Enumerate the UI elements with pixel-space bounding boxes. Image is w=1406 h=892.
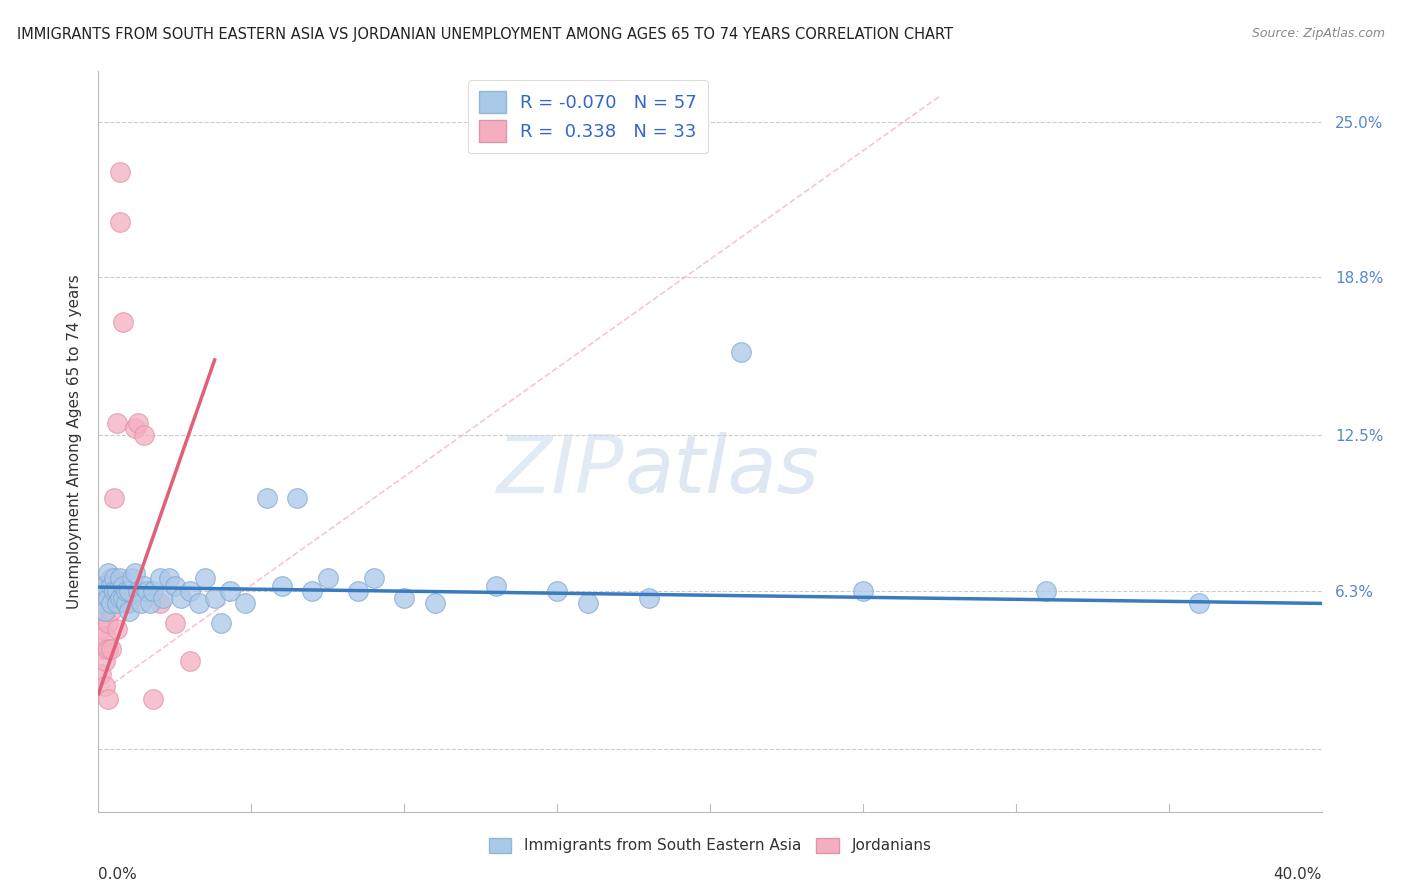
- Text: 40.0%: 40.0%: [1274, 867, 1322, 882]
- Point: [115, 583, 138, 598]
- Text: ZIP: ZIP: [498, 432, 624, 510]
- Point: [97, 616, 120, 631]
- Legend: Immigrants from South Eastern Asia, Jordanians: Immigrants from South Eastern Asia, Jord…: [482, 831, 938, 860]
- Point: [485, 579, 508, 593]
- Point: [90, 622, 112, 636]
- Point: [316, 571, 339, 585]
- Point: [152, 591, 174, 606]
- Text: 0.0%: 0.0%: [98, 867, 138, 882]
- Point: [576, 596, 599, 610]
- Point: [97, 591, 120, 606]
- Point: [163, 579, 186, 593]
- Point: [103, 491, 125, 505]
- Point: [149, 571, 172, 585]
- Text: atlas: atlas: [624, 432, 820, 510]
- Point: [194, 571, 217, 585]
- Point: [136, 583, 159, 598]
- Point: [97, 691, 120, 706]
- Text: Source: ZipAtlas.com: Source: ZipAtlas.com: [1251, 27, 1385, 40]
- Point: [90, 666, 112, 681]
- Point: [93, 583, 115, 598]
- Point: [93, 604, 115, 618]
- Point: [157, 571, 180, 585]
- Point: [233, 596, 256, 610]
- Point: [134, 428, 156, 442]
- Point: [103, 583, 125, 598]
- Point: [118, 583, 141, 598]
- Point: [209, 616, 232, 631]
- Point: [285, 491, 308, 505]
- Point: [93, 679, 115, 693]
- Point: [103, 583, 125, 598]
- Point: [93, 604, 115, 618]
- Point: [179, 654, 201, 668]
- Point: [118, 596, 141, 610]
- Point: [392, 591, 416, 606]
- Point: [118, 604, 141, 618]
- Point: [90, 596, 112, 610]
- Point: [124, 421, 146, 435]
- Point: [546, 583, 568, 598]
- Point: [301, 583, 323, 598]
- Point: [111, 579, 134, 593]
- Point: [363, 571, 385, 585]
- Point: [100, 604, 122, 618]
- Point: [93, 654, 115, 668]
- Point: [97, 566, 120, 581]
- Point: [108, 571, 131, 585]
- Point: [105, 596, 128, 610]
- Point: [108, 165, 131, 179]
- Point: [111, 315, 134, 329]
- Point: [97, 641, 120, 656]
- Point: [124, 566, 146, 581]
- Point: [105, 583, 128, 598]
- Point: [188, 596, 211, 610]
- Point: [111, 591, 134, 606]
- Point: [219, 583, 242, 598]
- Point: [100, 596, 122, 610]
- Point: [139, 596, 162, 610]
- Point: [730, 345, 752, 359]
- Point: [108, 215, 131, 229]
- Point: [100, 579, 122, 593]
- Point: [105, 416, 128, 430]
- Point: [93, 629, 115, 643]
- Point: [90, 583, 112, 598]
- Point: [142, 583, 165, 598]
- Point: [90, 579, 112, 593]
- Point: [179, 583, 201, 598]
- Point: [423, 596, 446, 610]
- Point: [270, 579, 292, 593]
- Point: [256, 491, 278, 505]
- Y-axis label: Unemployment Among Ages 65 to 74 years: Unemployment Among Ages 65 to 74 years: [66, 274, 82, 609]
- Point: [90, 596, 112, 610]
- Point: [90, 641, 112, 656]
- Point: [204, 591, 226, 606]
- Point: [97, 591, 120, 606]
- Point: [127, 583, 149, 598]
- Point: [127, 416, 149, 430]
- Point: [347, 583, 370, 598]
- Point: [103, 571, 125, 585]
- Point: [170, 591, 193, 606]
- Point: [105, 622, 128, 636]
- Point: [129, 596, 152, 610]
- Point: [852, 583, 875, 598]
- Point: [134, 579, 156, 593]
- Point: [142, 691, 165, 706]
- Point: [100, 641, 122, 656]
- Point: [149, 596, 172, 610]
- Point: [115, 596, 138, 610]
- Point: [1035, 583, 1057, 598]
- Point: [93, 579, 115, 593]
- Point: [637, 591, 661, 606]
- Point: [100, 571, 122, 585]
- Point: [115, 583, 138, 598]
- Point: [1188, 596, 1211, 610]
- Point: [108, 591, 131, 606]
- Point: [121, 571, 143, 585]
- Point: [163, 616, 186, 631]
- Text: IMMIGRANTS FROM SOUTH EASTERN ASIA VS JORDANIAN UNEMPLOYMENT AMONG AGES 65 TO 74: IMMIGRANTS FROM SOUTH EASTERN ASIA VS JO…: [17, 27, 953, 42]
